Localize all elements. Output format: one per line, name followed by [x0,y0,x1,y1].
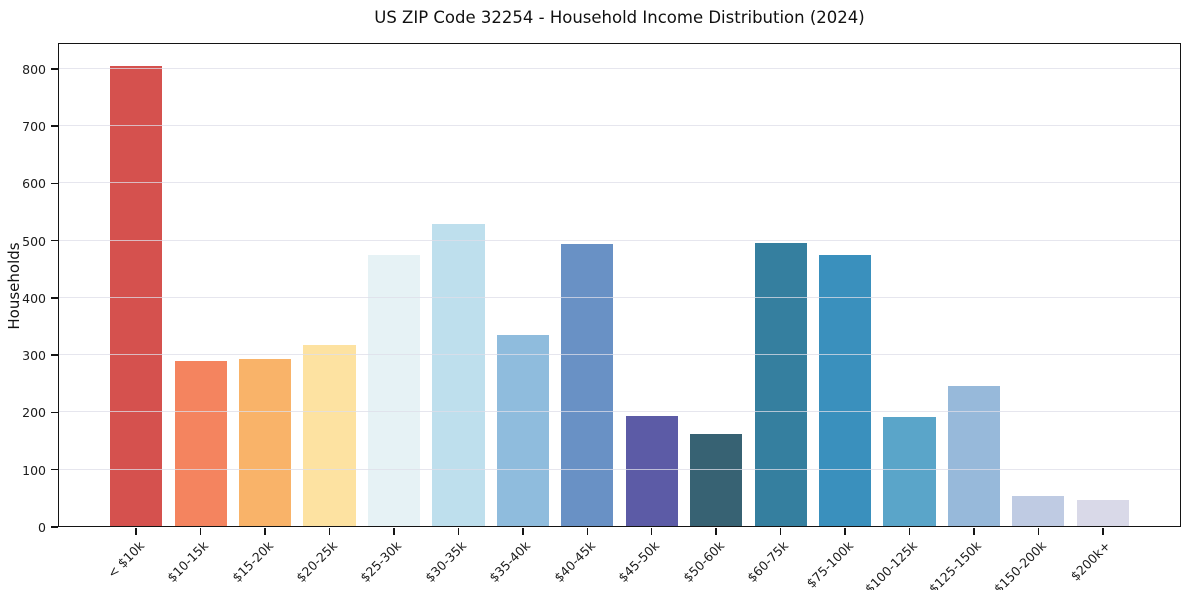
bars-layer: < $10k $10-15k $15-20k $20-25k $25-30k $30-35… [58,43,1181,590]
bar [1076,499,1129,527]
bar [947,386,1000,527]
bar [690,433,743,527]
bar [239,358,292,527]
x-tick-label: $100-125k [861,538,921,590]
x-tick-label: $35-40k [486,538,534,586]
bar [561,244,614,527]
x-tick-mark [522,528,524,535]
y-tick-label: 700 [22,119,46,135]
x-tick-label: $15-20k [228,538,276,586]
y-axis-label: Households [5,242,23,330]
bar [367,254,421,527]
x-tick-label: < $10k [104,538,147,581]
bar-slot: $20-25k [293,43,361,585]
x-tick-label: $25-30k [357,538,405,586]
bar-slot: $100-125k [862,43,941,590]
bar-slot: $40-45k [551,43,619,585]
x-tick-mark [586,528,589,535]
x-tick-mark [844,528,846,535]
bar [818,254,872,527]
x-tick-mark [1037,528,1040,535]
bar-slot: $35-40k [486,43,555,585]
y-tick-label: 500 [22,233,46,249]
bar [625,416,678,527]
x-tick-label: $45-50k [615,538,663,586]
x-tick-mark [457,528,460,535]
x-tick-label: $150-200k [990,538,1049,590]
x-tick-label: $10-15k [164,538,212,586]
x-tick-mark [779,528,782,535]
y-tick-mark [51,68,58,70]
bar [754,242,807,527]
y-tick-label: 300 [22,348,46,364]
y-tick-mark [51,182,58,185]
x-tick-label: $75-100k [802,538,856,590]
bar [174,361,227,527]
y-tick-mark [51,354,58,356]
bar-slot: $75-100k [803,43,877,590]
bar [1012,495,1065,527]
y-tick-mark [51,468,58,471]
y-tick-label: 100 [22,462,46,478]
bar-slot: $30-35k [422,43,490,585]
x-tick-label: $125-150k [926,538,985,590]
x-tick-mark [393,528,395,535]
y-tick-label: 200 [22,405,46,421]
y-tick-mark [51,239,58,242]
chart-title: US ZIP Code 32254 - Household Income Dis… [374,8,865,27]
y-tick-label: 0 [38,520,46,535]
bar [496,335,549,527]
bar-slot: $10-15k [164,43,232,585]
bar [432,224,485,527]
bar-slot: $150-200k [991,43,1070,590]
bar-slot: $200k+ [1068,43,1135,584]
x-tick-label: $20-25k [293,538,341,586]
bar-slot: < $10k [104,43,168,581]
x-tick-label: $40-45k [550,538,598,586]
x-tick-label: $50-60k [679,538,727,586]
x-tick-mark [908,528,911,535]
bar-slot: $60-75k [744,43,812,585]
bar [883,417,936,527]
x-tick-mark [973,528,975,535]
y-tick-mark [51,125,58,127]
x-tick-label: $200k+ [1067,538,1114,584]
bar [110,66,163,527]
y-tick-label: 400 [22,290,46,306]
x-tick-mark [199,528,202,535]
bar-slot: $15-20k [229,43,297,585]
y-tick-mark [51,411,58,414]
x-tick-mark [1102,528,1104,535]
y-tick-mark [51,526,58,528]
x-tick-mark [650,528,653,535]
x-tick-mark [715,528,717,535]
x-tick-mark [135,528,137,535]
y-tick-label: 600 [22,176,46,192]
bar [303,344,356,527]
plot-area: < $10k $10-15k $15-20k $20-25k $25-30k $30-35… [22,43,1181,590]
y-tick-label: 800 [22,61,46,77]
bar-slot: $50-60k [680,43,748,585]
x-tick-label: $30-35k [421,538,470,586]
x-tick-mark [264,528,266,535]
x-tick-mark [328,528,331,535]
bar-slot: $25-30k [358,43,426,585]
bar-slot: $45-50k [615,43,684,585]
y-tick-mark [51,297,58,299]
x-tick-label: $60-75k [744,538,792,586]
bar-slot: $125-150k [926,43,1006,590]
